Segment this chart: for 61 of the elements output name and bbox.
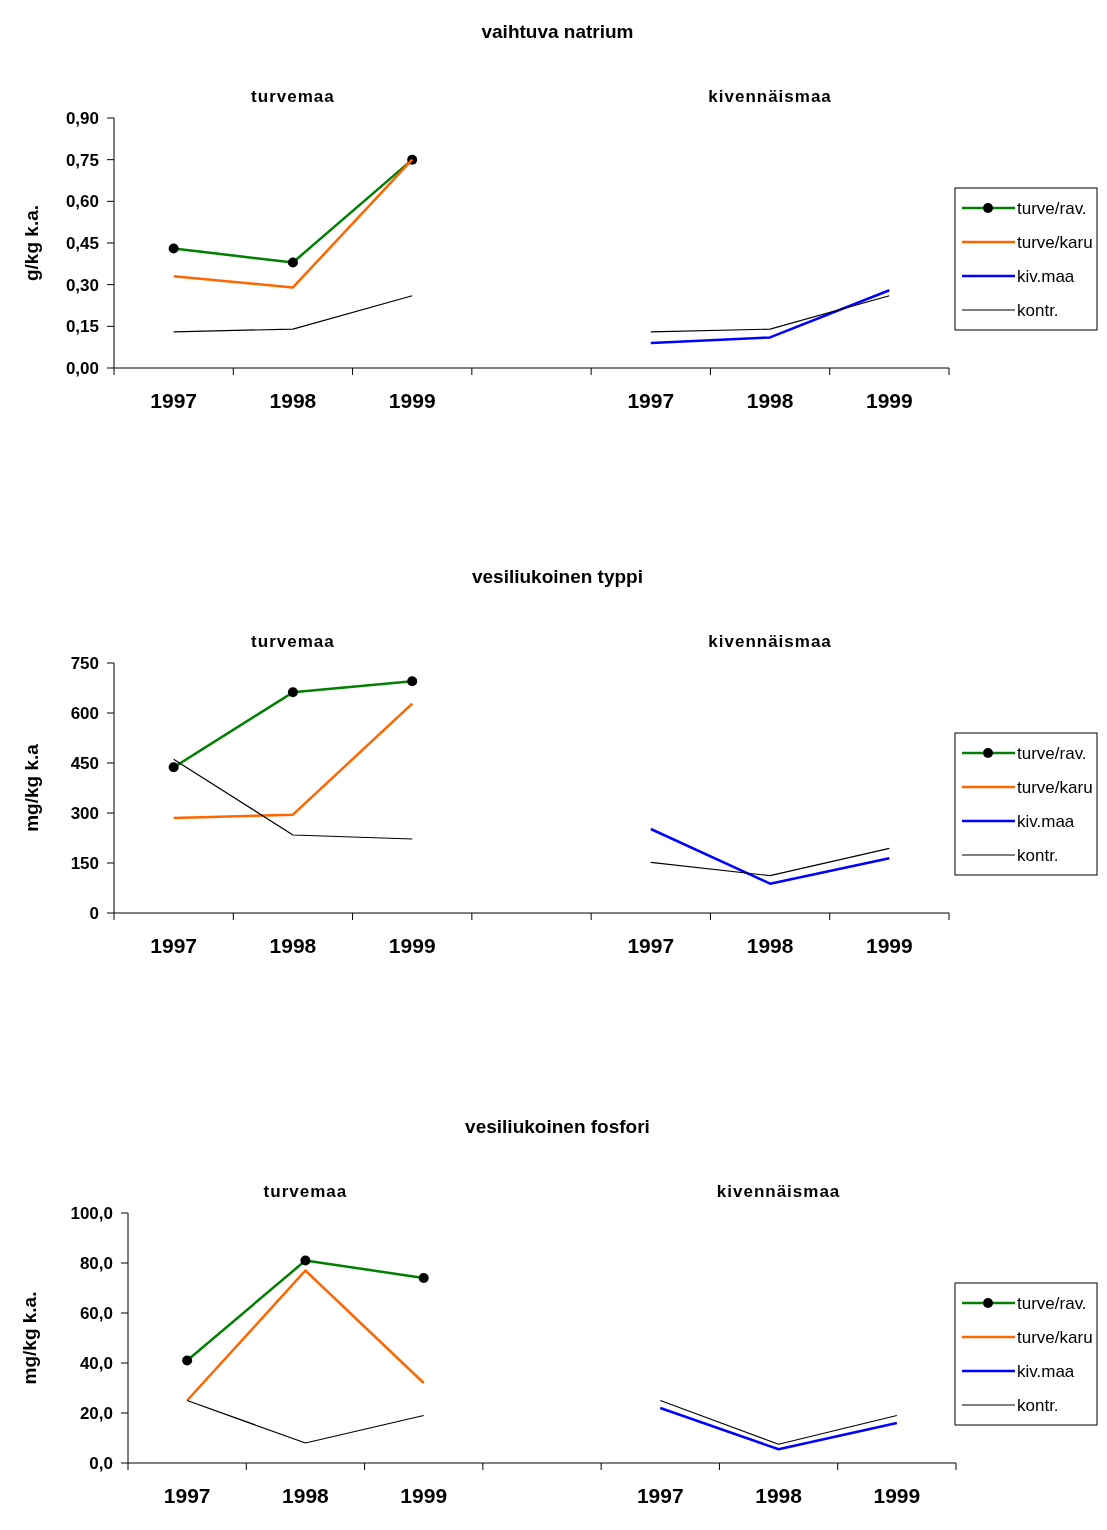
- y-tick-label: 80,0: [79, 1253, 113, 1273]
- legend-label: kiv.maa: [1017, 266, 1075, 286]
- x-tick-label: 1999: [400, 1484, 448, 1507]
- y-tick-label: 0,00: [65, 358, 99, 378]
- x-tick-label: 1999: [388, 934, 436, 957]
- legend-label: kiv.maa: [1017, 1361, 1075, 1381]
- y-axis-title: mg/kg k.a.: [19, 1291, 40, 1385]
- legend-label: kontr.: [1017, 1395, 1059, 1415]
- x-tick-label: 1997: [627, 389, 675, 412]
- chart-title: vesiliukoinen fosfori: [465, 1116, 650, 1137]
- x-tick-label: 1997: [150, 934, 197, 957]
- x-tick-label: 1999: [866, 934, 913, 957]
- chart-title: vaihtuva natrium: [481, 21, 634, 42]
- legend-label: turve/rav.: [1017, 1293, 1087, 1313]
- y-tick-label: 0,75: [65, 150, 99, 170]
- y-tick-label: 40,0: [79, 1353, 113, 1373]
- x-tick-label: 1999: [873, 1484, 921, 1507]
- y-tick-label: 300: [70, 803, 99, 823]
- y-tick-label: 0,45: [65, 233, 99, 253]
- x-tick-label: 1997: [627, 934, 675, 957]
- legend-label: kontr.: [1017, 300, 1059, 320]
- x-tick-label: 1997: [636, 1484, 684, 1507]
- y-tick-label: 0,30: [65, 275, 99, 295]
- y-tick-label: 0,90: [65, 108, 99, 128]
- x-tick-label: 1998: [269, 934, 317, 957]
- text: kivennäismaa: [716, 1182, 841, 1201]
- x-tick-label: 1998: [282, 1484, 330, 1507]
- legend-label: turve/karu: [1017, 1327, 1093, 1347]
- y-tick-label: 450: [70, 753, 99, 773]
- legend-label: turve/karu: [1017, 232, 1093, 252]
- text: turvemaa: [251, 87, 335, 106]
- text: turvemaa: [251, 632, 335, 651]
- legend-label: kontr.: [1017, 845, 1059, 865]
- y-tick-label: 750: [70, 653, 99, 673]
- x-tick-label: 1998: [746, 934, 794, 957]
- y-tick-label: 0,15: [65, 317, 99, 337]
- y-tick-label: 0,60: [65, 192, 99, 212]
- y-axis-title: g/kg k.a.: [21, 204, 42, 282]
- legend-label: turve/karu: [1017, 777, 1093, 797]
- text: kivennäismaa: [708, 632, 832, 651]
- y-tick-label: 600: [70, 703, 99, 723]
- y-tick-label: 150: [70, 853, 99, 873]
- legend-label: kiv.maa: [1017, 811, 1075, 831]
- text: kivennäismaa: [708, 87, 832, 106]
- legend-label: turve/rav.: [1017, 198, 1087, 218]
- y-tick-label: 0: [89, 903, 99, 923]
- x-tick-label: 1998: [755, 1484, 803, 1507]
- x-tick-label: 1999: [388, 389, 436, 412]
- x-tick-label: 1997: [163, 1484, 211, 1507]
- y-tick-label: 100,0: [70, 1203, 113, 1223]
- y-tick-label: 60,0: [79, 1303, 113, 1323]
- x-tick-label: 1997: [150, 389, 197, 412]
- y-tick-label: 20,0: [79, 1403, 113, 1423]
- x-tick-label: 1998: [746, 389, 794, 412]
- x-tick-label: 1999: [866, 389, 913, 412]
- chart-title: vesiliukoinen typpi: [471, 566, 644, 587]
- y-tick-label: 0,0: [89, 1453, 113, 1473]
- y-axis-title: mg/kg k.a: [21, 743, 42, 832]
- legend-label: turve/rav.: [1017, 743, 1087, 763]
- x-tick-label: 1998: [269, 389, 317, 412]
- text: turvemaa: [263, 1182, 348, 1201]
